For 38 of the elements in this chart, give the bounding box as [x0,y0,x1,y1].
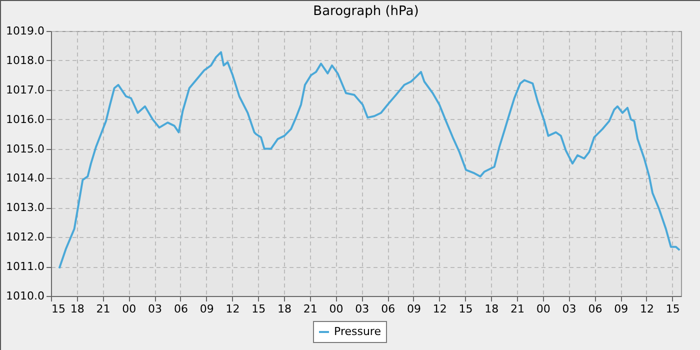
y-tick-label: 1011.0 [6,260,44,274]
y-tick-label: 1012.0 [6,230,44,244]
y-tick-label: 1015.0 [6,142,44,156]
chart-title: Barograph (hPa) [313,4,419,19]
x-tick-label: 15 [52,302,66,316]
x-tick-label: 18 [70,302,84,316]
x-tick-label: 00 [329,302,344,316]
x-tick-label: 03 [148,302,162,316]
y-tick-label: 1010.0 [6,290,44,302]
x-tick-label: 15 [252,302,266,316]
y-tick-label: 1014.0 [6,172,44,185]
x-tick-label: 12 [432,302,447,316]
x-tick-label: 03 [562,302,576,316]
y-tick-label: 1016.0 [6,112,44,126]
x-tick-label: 09 [614,302,628,316]
x-tick-label: 09 [200,302,214,316]
y-tick-label: 1018.0 [6,54,44,67]
x-tick-label: 15 [458,302,473,316]
x-tick-label: 06 [588,302,602,316]
x-tick-label: 03 [355,302,370,316]
x-tick-label: 09 [406,302,421,316]
x-tick-label: 00 [122,302,136,316]
x-tick-label: 06 [381,302,396,316]
x-tick-label: 06 [174,302,188,316]
x-tick-label: 12 [640,302,654,316]
line-series [58,51,681,270]
x-tick-label: 15 [666,302,680,316]
y-tick-label: 1013.0 [6,201,44,214]
x-tick-label: 12 [226,302,240,316]
x-tick-label: 18 [484,302,499,316]
x-tick-label: 00 [536,302,550,316]
x-tick-label: 21 [510,302,525,316]
x-tick-label: 18 [278,302,292,316]
y-tick-label: 1019.0 [6,24,44,38]
x-tick-label: 21 [96,302,110,316]
y-tick-label: 1017.0 [6,83,44,96]
x-tick-label: 21 [303,302,318,316]
legend-label: Pressure [334,325,382,338]
